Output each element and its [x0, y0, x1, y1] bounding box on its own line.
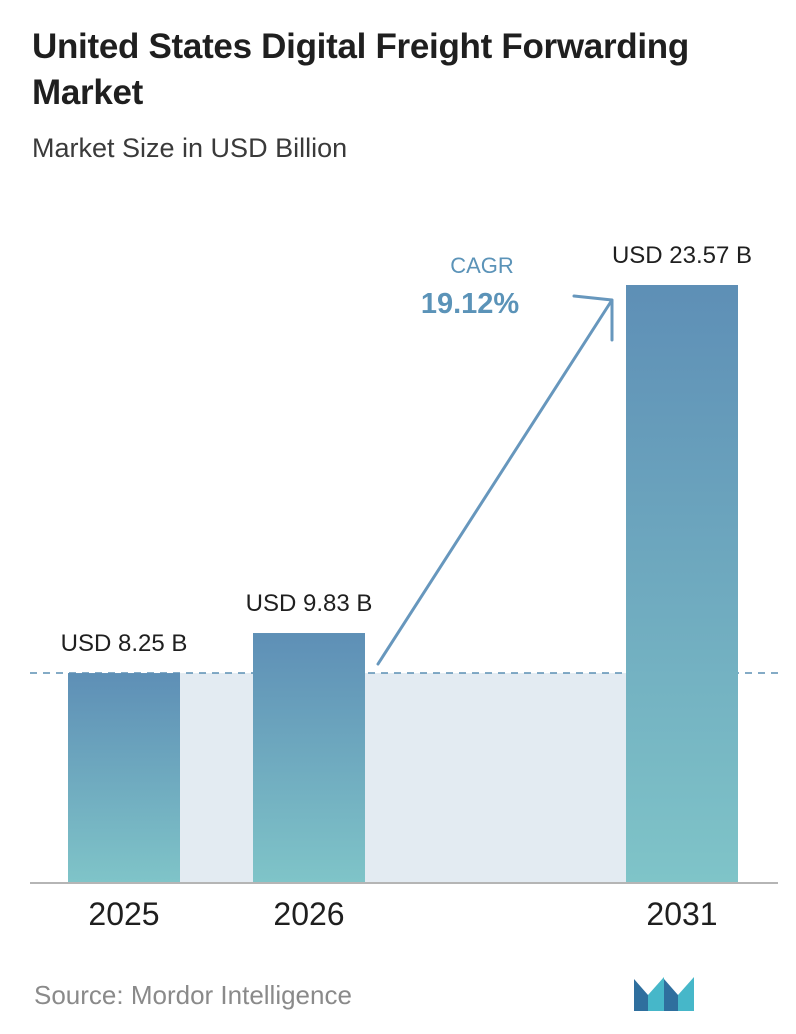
shaded-region: [180, 673, 626, 882]
cagr-value: 19.12%: [421, 288, 520, 320]
cagr-arrow: [376, 294, 614, 666]
x-tick-2026: 2026: [273, 896, 344, 932]
data-label-2031: USD 23.57 B: [612, 242, 752, 269]
chart-subtitle: Market Size in USD Billion: [32, 133, 348, 163]
source-text: Source: Mordor Intelligence: [34, 980, 352, 1010]
x-tick-2031: 2031: [646, 896, 717, 932]
bar-2025: [68, 673, 180, 882]
bar-2031: [626, 285, 738, 882]
chart-title: United States Digital Freight Forwarding…: [32, 27, 689, 112]
x-tick-2025: 2025: [88, 896, 159, 932]
cagr-label: CAGR: [450, 253, 514, 278]
data-label-2026: USD 9.83 B: [246, 590, 373, 617]
data-label-2025: USD 8.25 B: [61, 630, 188, 657]
bar-2026: [253, 633, 365, 882]
mordor-intelligence-logo-icon: [634, 977, 694, 1011]
